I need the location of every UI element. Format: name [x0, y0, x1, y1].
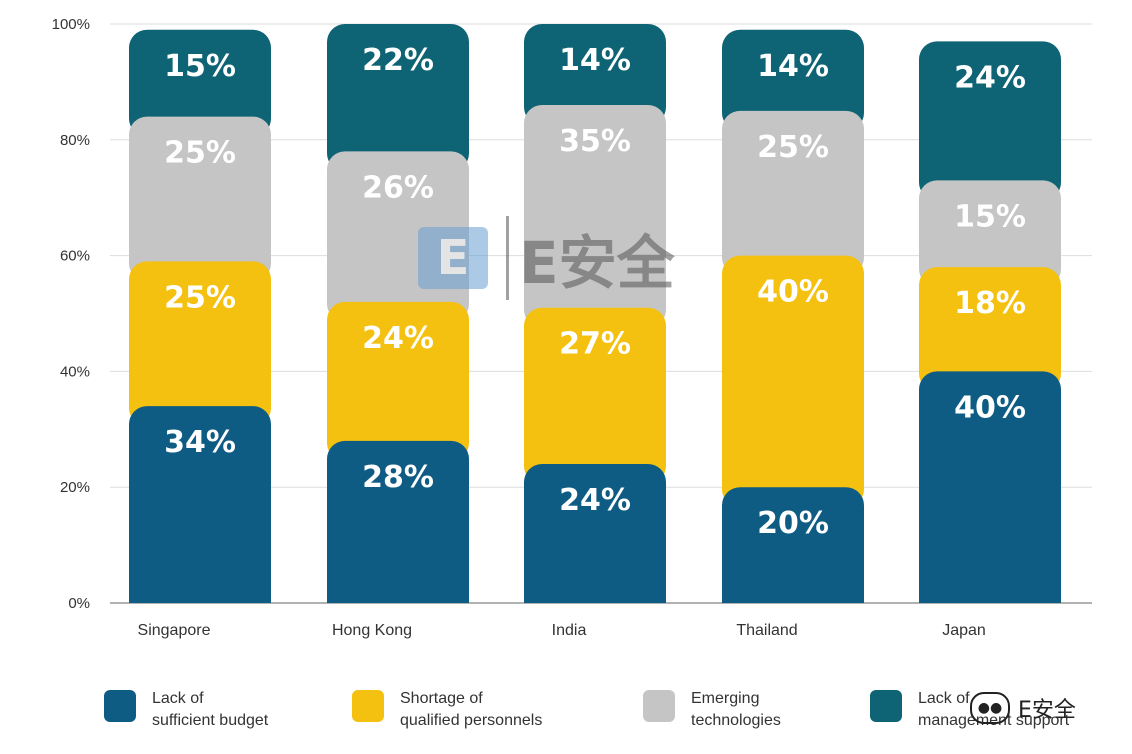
- bar-segment: [722, 487, 864, 603]
- y-tick-label: 100%: [52, 16, 90, 33]
- legend-swatch: [104, 690, 136, 722]
- data-label: 18%: [954, 286, 1026, 321]
- legend-swatch: [352, 690, 384, 722]
- bar-segment: [722, 255, 864, 508]
- legend-label: Emerging technologies: [691, 688, 891, 732]
- data-label: 20%: [757, 506, 829, 541]
- stacked-bar-chart: 0% 20% 40% 60% 80% 100% 34% 25% 25% 15% Singapore 2…: [52, 16, 1092, 639]
- y-tick-label: 20%: [60, 479, 90, 496]
- wechat-icon: ●●: [970, 692, 1010, 724]
- data-label: 24%: [362, 321, 434, 356]
- bar-segment: [524, 105, 666, 328]
- legend-item-personnel: Shortage of qualified personnels: [352, 688, 600, 732]
- legend-label-line2: qualified personnels: [400, 712, 543, 729]
- data-label: 25%: [164, 136, 236, 171]
- y-tick-label: 60%: [60, 248, 90, 265]
- watermark: E E安全: [418, 216, 675, 300]
- bar-segment-base: [722, 585, 864, 603]
- bar-segment: [129, 116, 271, 282]
- y-tick-label: 40%: [60, 363, 90, 380]
- data-label: 15%: [164, 49, 236, 84]
- bar-segment: [722, 29, 864, 131]
- legend-item-emerging: Emerging technologies: [643, 688, 891, 732]
- bar-segment: [919, 371, 1061, 603]
- legend: Lack of sufficient budget Shortage of qu…: [0, 688, 1132, 748]
- data-label: 22%: [362, 43, 434, 78]
- data-label: 40%: [954, 390, 1026, 425]
- data-label: 25%: [164, 280, 236, 315]
- legend-label-line2: sufficient budget: [152, 712, 269, 729]
- legend-item-budget: Lack of sufficient budget: [104, 688, 352, 732]
- y-tick-label: 80%: [60, 132, 90, 149]
- bar-segment: [327, 440, 469, 603]
- legend-label-line1: Shortage of: [400, 690, 483, 707]
- bar-segment: [129, 261, 271, 427]
- bar-segment: [919, 41, 1061, 201]
- data-label: 24%: [954, 60, 1026, 95]
- corner-watermark-text: E安全: [1018, 698, 1076, 723]
- legend-label-line1: Lack of: [152, 690, 204, 707]
- bar-segment: [524, 464, 666, 603]
- legend-label-line2: technologies: [691, 712, 781, 729]
- bar-segment: [327, 301, 469, 461]
- bar-segment-base: [327, 585, 469, 603]
- data-label: 27%: [559, 327, 631, 362]
- bar-segment-base: [129, 585, 271, 603]
- data-label: 34%: [164, 425, 236, 460]
- bar-segment: [919, 267, 1061, 392]
- legend-swatch: [643, 690, 675, 722]
- bar-segment-base: [919, 585, 1061, 603]
- data-label: 24%: [559, 483, 631, 518]
- legend-label: Lack of sufficient budget: [152, 688, 352, 732]
- watermark-logo-icon: E: [418, 227, 488, 289]
- x-tick-label: Thailand: [736, 622, 797, 639]
- bar-segment: [524, 24, 666, 126]
- data-label: 35%: [559, 124, 631, 159]
- x-tick-label: Singapore: [138, 622, 211, 639]
- bar-segment: [129, 29, 271, 137]
- bar-segment: [722, 110, 864, 276]
- data-label: 14%: [757, 49, 829, 84]
- data-label: 26%: [362, 170, 434, 205]
- legend-item-management: Lack of management support: [870, 688, 1118, 732]
- bar-segment: [919, 180, 1061, 288]
- x-tick-label: Hong Kong: [332, 622, 412, 639]
- data-label: 15%: [954, 199, 1026, 234]
- corner-watermark: ●● E安全: [970, 692, 1076, 724]
- data-label: 28%: [362, 460, 434, 495]
- legend-label: Shortage of qualified personnels: [400, 688, 600, 732]
- y-tick-label: 0%: [68, 595, 90, 612]
- x-tick-label: India: [552, 622, 587, 639]
- legend-label-line2: management support: [918, 712, 1070, 729]
- legend-label-line1: Lack of: [918, 690, 970, 707]
- legend-label: Lack of management support: [918, 688, 1118, 732]
- x-tick-label: Japan: [942, 622, 986, 639]
- bar-segment: [327, 24, 469, 172]
- data-label: 14%: [559, 43, 631, 78]
- legend-swatch: [870, 690, 902, 722]
- bar-segment-base: [524, 585, 666, 603]
- data-label: 40%: [757, 275, 829, 310]
- bar-segment: [129, 406, 271, 603]
- data-label: 25%: [757, 130, 829, 165]
- bar-segment: [524, 307, 666, 485]
- watermark-text: E安全: [506, 216, 675, 300]
- legend-label-line1: Emerging: [691, 690, 760, 707]
